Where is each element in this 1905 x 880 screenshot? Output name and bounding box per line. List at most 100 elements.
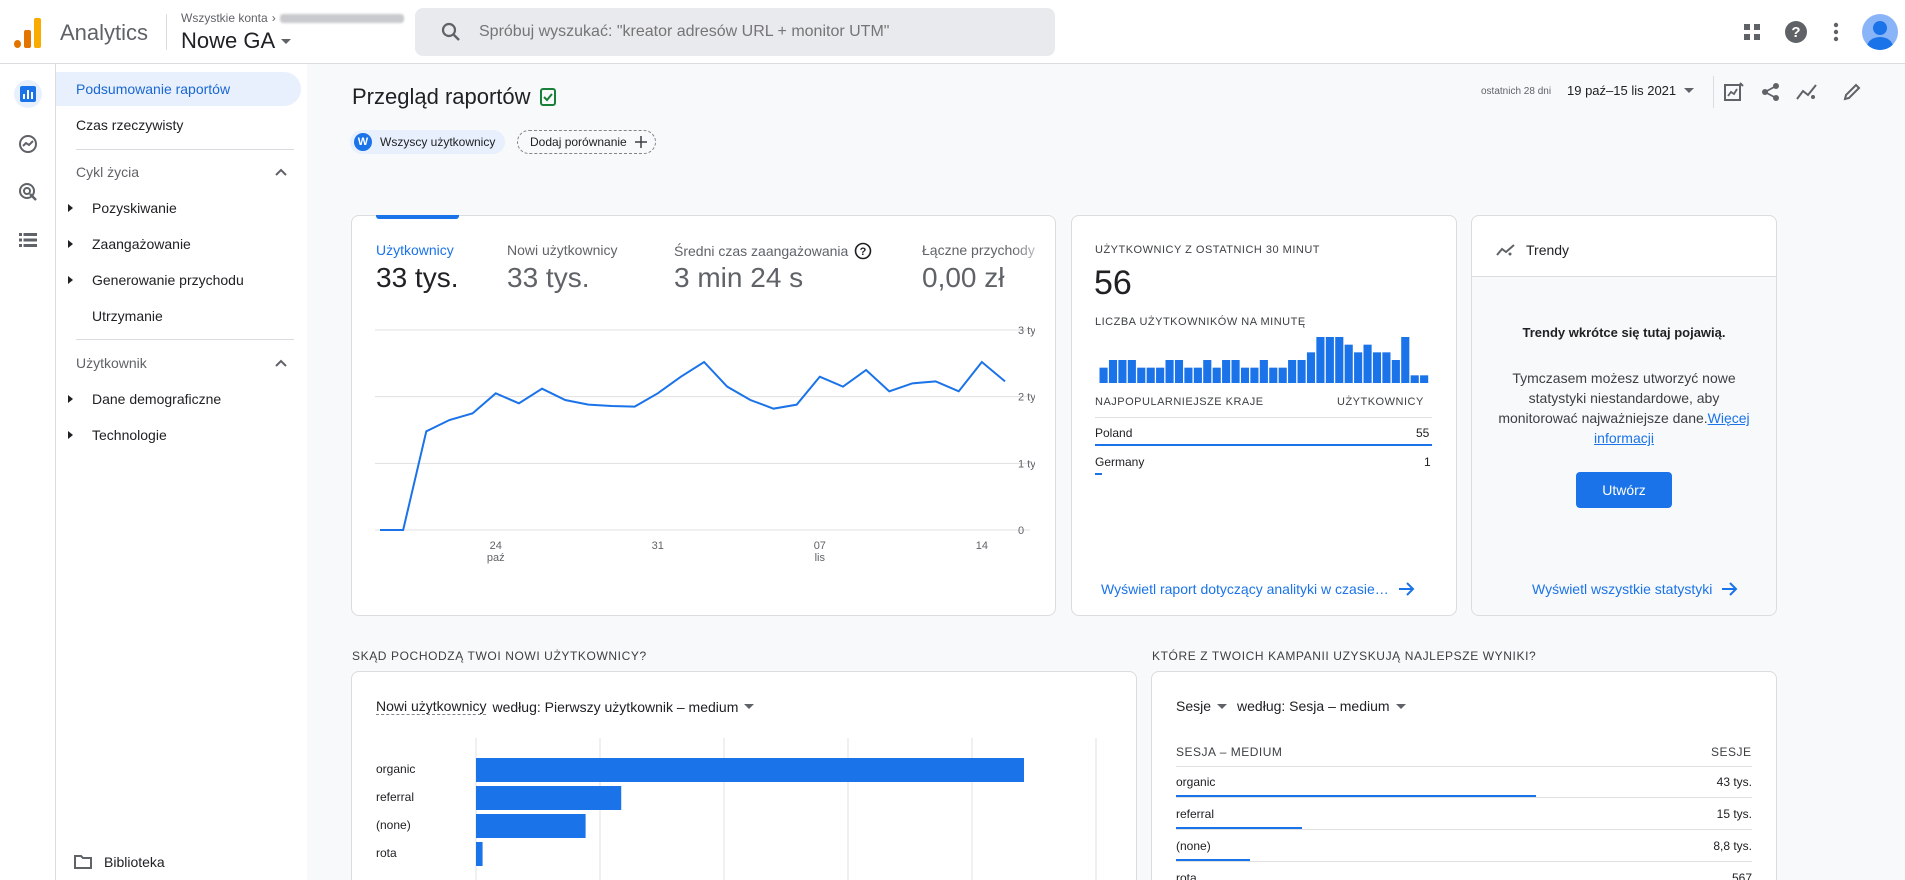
minute-bar[interactable] bbox=[1316, 337, 1325, 383]
minute-bar[interactable] bbox=[1420, 375, 1429, 383]
explore-icon[interactable] bbox=[14, 130, 42, 158]
help-circle-icon[interactable]: ? bbox=[854, 242, 872, 260]
metric-tab-label: Średni czas zaangażowania bbox=[674, 243, 849, 259]
minute-bar[interactable] bbox=[1259, 360, 1268, 383]
nav-section-user[interactable]: Użytkownik bbox=[76, 355, 147, 371]
insights-icon[interactable] bbox=[1795, 80, 1819, 104]
apps-grid-icon[interactable] bbox=[1740, 20, 1764, 44]
property-selector[interactable]: Nowe GA bbox=[181, 28, 292, 54]
metric-tab-new-users[interactable]: Nowi użytkownicy bbox=[507, 242, 618, 258]
minute-bar[interactable] bbox=[1269, 367, 1278, 383]
minute-bar[interactable] bbox=[1222, 360, 1231, 383]
minute-bar[interactable] bbox=[1137, 367, 1146, 383]
minute-bar[interactable] bbox=[1118, 360, 1127, 383]
date-range-picker[interactable]: 19 paź–15 lis 2021 bbox=[1567, 83, 1695, 98]
nav-item-demographics[interactable]: Dane demograficzne bbox=[56, 382, 301, 416]
add-comparison-button[interactable]: Dodaj porównanie bbox=[517, 130, 656, 154]
minute-bar[interactable] bbox=[1363, 344, 1372, 383]
reports-icon[interactable] bbox=[14, 80, 42, 108]
campaign-metric-label[interactable]: Sesje bbox=[1176, 698, 1212, 714]
minute-bar[interactable] bbox=[1212, 367, 1221, 383]
create-button[interactable]: Utwórz bbox=[1576, 472, 1672, 508]
advertising-icon[interactable] bbox=[14, 178, 42, 206]
all-insights-link[interactable]: Wyświetl wszystkie statystyki bbox=[1532, 581, 1738, 597]
divider bbox=[166, 14, 167, 50]
campaigns-selector[interactable]: Sesje według: Sesja – medium bbox=[1176, 698, 1406, 714]
nav-item-library[interactable]: Biblioteka bbox=[74, 854, 165, 870]
minute-bar[interactable] bbox=[1099, 367, 1108, 383]
metric-tab-revenue-clip[interactable]: Łączne przychody 0,00 zł bbox=[922, 242, 1052, 302]
verified-report-icon[interactable] bbox=[539, 88, 557, 106]
minute-bar[interactable] bbox=[1240, 367, 1250, 383]
nav-item-acquisition[interactable]: Pozyskiwanie bbox=[56, 191, 301, 225]
nav-item-reports-snapshot[interactable]: Podsumowanie raportów bbox=[56, 72, 301, 106]
minute-bar[interactable] bbox=[1297, 360, 1306, 383]
minute-bar[interactable] bbox=[1127, 360, 1136, 383]
metric-value-revenue: 0,00 zł bbox=[922, 262, 1005, 293]
minute-bar[interactable] bbox=[1288, 360, 1297, 383]
minute-bar[interactable] bbox=[1203, 360, 1212, 383]
minute-bar[interactable] bbox=[1344, 344, 1353, 383]
minute-bar[interactable] bbox=[1391, 360, 1400, 383]
chevron-up-icon[interactable] bbox=[274, 356, 288, 370]
bar[interactable] bbox=[476, 814, 586, 838]
caret-down-icon bbox=[1395, 703, 1406, 709]
metric-tab-revenue: Łączne przychody bbox=[922, 242, 1035, 258]
new-users-dimension-selector[interactable]: Nowi użytkownicy według: Pierwszy użytko… bbox=[376, 698, 755, 715]
minute-bar[interactable] bbox=[1335, 337, 1344, 383]
minute-bar[interactable] bbox=[1156, 367, 1165, 383]
minute-bar[interactable] bbox=[1146, 367, 1155, 383]
campaign-dimension-label[interactable]: według: Sesja – medium bbox=[1237, 698, 1390, 714]
minute-bar[interactable] bbox=[1382, 352, 1391, 383]
bar-category-label: rota bbox=[376, 846, 397, 860]
minute-bar[interactable] bbox=[1278, 367, 1287, 383]
metric-tab-users[interactable]: Użytkownicy bbox=[376, 242, 454, 258]
search-input[interactable] bbox=[479, 23, 1039, 41]
minute-bar[interactable] bbox=[1165, 360, 1174, 383]
expand-arrow-icon bbox=[68, 395, 73, 403]
customize-report-icon[interactable] bbox=[1722, 80, 1746, 104]
configure-icon[interactable] bbox=[14, 226, 42, 254]
minute-bar[interactable] bbox=[1231, 360, 1240, 383]
nav-item-retention[interactable]: Utrzymanie bbox=[92, 308, 163, 324]
minute-bar[interactable] bbox=[1401, 337, 1410, 383]
nav-item-realtime[interactable]: Czas rzeczywisty bbox=[76, 117, 184, 133]
edit-pencil-icon[interactable] bbox=[1840, 80, 1864, 104]
caret-down-icon bbox=[744, 704, 755, 709]
country-row-value: 1 bbox=[1424, 455, 1431, 469]
minute-bar[interactable] bbox=[1184, 367, 1193, 383]
account-avatar[interactable] bbox=[1862, 14, 1898, 50]
account-breadcrumb[interactable]: Wszystkie konta › bbox=[181, 11, 404, 25]
analytics-logo-icon[interactable] bbox=[14, 16, 42, 48]
help-icon[interactable]: ? bbox=[1784, 20, 1808, 44]
minute-bar[interactable] bbox=[1410, 375, 1419, 383]
new-users-bar-chart: organic referral (none) rota bbox=[376, 738, 1097, 880]
nav-item-engagement[interactable]: Zaangażowanie bbox=[56, 227, 301, 261]
segment-chip[interactable]: W Wszyscy użytkownicy bbox=[350, 130, 506, 154]
minute-bar[interactable] bbox=[1108, 360, 1118, 383]
metric-value-engagement-time: 3 min 24 s bbox=[674, 262, 804, 293]
minute-bar[interactable] bbox=[1306, 352, 1316, 383]
minute-bar[interactable] bbox=[1372, 352, 1382, 383]
share-icon[interactable] bbox=[1759, 80, 1783, 104]
bar[interactable] bbox=[476, 758, 1024, 782]
search-bar[interactable] bbox=[415, 8, 1055, 56]
bar[interactable] bbox=[476, 786, 622, 810]
nav-item-monetization[interactable]: Generowanie przychodu bbox=[56, 263, 301, 297]
chevron-up-icon[interactable] bbox=[274, 165, 288, 179]
minute-bar[interactable] bbox=[1354, 352, 1363, 383]
campaign-row-label: organic bbox=[1176, 775, 1216, 789]
nav-section-lifecycle[interactable]: Cykl życia bbox=[76, 164, 140, 180]
minute-bar[interactable] bbox=[1193, 367, 1202, 383]
more-vert-icon[interactable] bbox=[1824, 20, 1848, 44]
expand-arrow-icon bbox=[68, 431, 73, 439]
minute-bar[interactable] bbox=[1325, 337, 1334, 383]
nav-item-tech[interactable]: Technologie bbox=[56, 418, 301, 452]
bar[interactable] bbox=[476, 842, 483, 866]
new-users-section-title: SKĄD POCHODZĄ TWOI NOWI UŻYTKOWNICY? bbox=[352, 649, 647, 663]
realtime-report-link[interactable]: Wyświetl raport dotyczący analityki w cz… bbox=[1101, 581, 1415, 597]
more-info-link[interactable]: Więcej informacji bbox=[1594, 410, 1750, 446]
minute-bar[interactable] bbox=[1250, 367, 1259, 383]
minute-bar[interactable] bbox=[1174, 360, 1184, 383]
metric-tab-engagement-time[interactable]: Średni czas zaangażowania ? bbox=[674, 242, 872, 260]
